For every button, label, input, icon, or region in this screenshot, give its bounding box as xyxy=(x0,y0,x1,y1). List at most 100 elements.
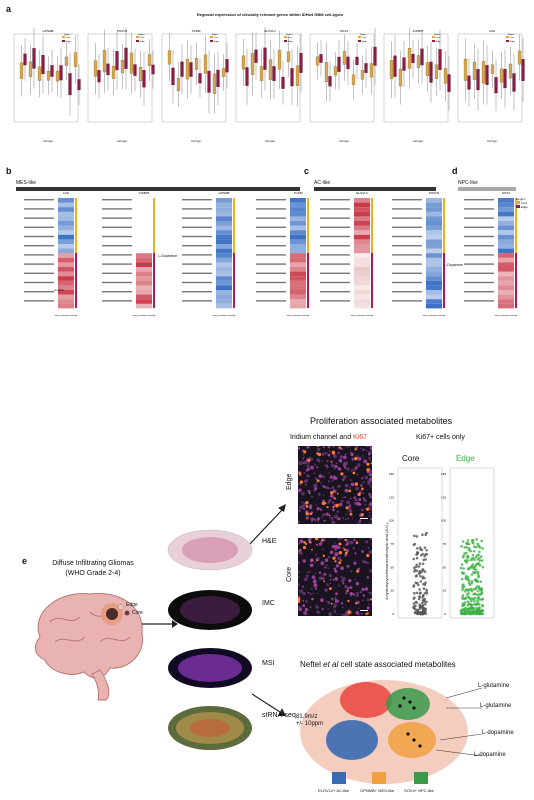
imc-cell xyxy=(302,457,304,460)
heatmap-cell xyxy=(136,198,152,203)
panel-d-bar xyxy=(458,187,516,191)
imc-cell xyxy=(302,591,306,596)
imc-cell xyxy=(334,552,339,557)
imc-cell xyxy=(327,454,330,457)
strip-point-core xyxy=(415,563,418,567)
row-label-placeholder xyxy=(256,235,286,238)
heatmap-cell xyxy=(426,299,442,304)
strip-point-edge xyxy=(471,563,475,566)
imc-cell xyxy=(333,454,337,459)
boxplot-box xyxy=(512,73,516,92)
heatmap-cell xyxy=(354,271,370,277)
heatmap-cell xyxy=(58,294,74,300)
imc-cell xyxy=(369,470,371,473)
imc-ki67-cell xyxy=(307,458,311,462)
strip-point-core xyxy=(422,582,425,586)
imc-ki67-cell xyxy=(305,501,309,505)
imc-cell xyxy=(343,462,347,466)
imc-cell xyxy=(330,488,332,490)
heatmap-cell xyxy=(216,207,232,212)
row-label-placeholder xyxy=(320,217,350,219)
heatmap-cell xyxy=(290,211,306,217)
strip-point-core xyxy=(419,580,423,583)
legend-title: Region xyxy=(516,197,526,201)
heatmap-cell xyxy=(216,248,232,254)
strip-point-edge xyxy=(467,548,471,552)
strip-point-core xyxy=(415,591,419,595)
boxplot-box xyxy=(268,59,273,80)
heatmap-gene-title: ELOVL2 xyxy=(356,191,368,195)
strip-point-edge xyxy=(474,568,478,571)
heatmap-cell xyxy=(498,276,514,281)
boxplot-box xyxy=(438,49,442,71)
heatmap-cell xyxy=(216,221,232,226)
heatmap-cell xyxy=(354,248,370,254)
strip-point-core xyxy=(418,595,421,598)
imc-cell xyxy=(311,520,313,522)
strip-point-edge xyxy=(464,590,467,593)
imc-cell xyxy=(337,613,339,615)
imc-cell xyxy=(356,455,359,458)
edge-label: Edge xyxy=(126,602,138,608)
imc-cell xyxy=(362,594,365,597)
legend-core-swatch xyxy=(62,36,65,38)
boxplot-box xyxy=(194,58,199,70)
imc-cell xyxy=(326,564,328,567)
row-label-placeholder xyxy=(256,263,286,265)
boxplot-box xyxy=(295,65,300,86)
heatmap-cell xyxy=(290,299,306,304)
region-bar-core xyxy=(515,198,517,253)
row-label-placeholder xyxy=(392,217,422,219)
col-edge-label: Edge xyxy=(456,454,475,463)
imc-ki67-cell xyxy=(354,602,358,605)
legend-ac: ELOVL2+ AC-like xyxy=(318,788,350,793)
boxplot-box xyxy=(517,50,522,65)
legend-title: Region xyxy=(138,34,144,36)
row-label-placeholder xyxy=(320,254,350,256)
imc-cell xyxy=(329,517,331,519)
boxplot-xlabel: Cell type xyxy=(339,140,349,143)
imc-ki67-cell xyxy=(361,487,364,491)
strip-point-core xyxy=(413,606,416,610)
strip-point-edge xyxy=(464,608,468,611)
panel-d-legend: Region Core Edge xyxy=(516,197,528,209)
heatmap-footer: mvd_zoverlap zoverlap xyxy=(133,314,156,317)
row-label-placeholder xyxy=(256,217,286,219)
imc-cell xyxy=(309,571,312,573)
strip-point-core xyxy=(419,605,422,608)
strip-point-edge xyxy=(476,593,480,597)
boxplot-box xyxy=(398,68,403,87)
imc-cell xyxy=(355,486,359,491)
heatmap-footer: mvd_zoverlap zoverlap xyxy=(495,314,518,317)
strip-point-core xyxy=(415,565,418,569)
legend-title: Region xyxy=(360,34,366,36)
imc-cell xyxy=(316,517,320,521)
imc-cell xyxy=(318,576,322,580)
imc-cell xyxy=(326,486,329,490)
imc-cell xyxy=(327,555,331,559)
boxplot-box xyxy=(389,60,394,79)
imc-ki67-cell xyxy=(347,610,351,615)
imc-cell xyxy=(340,576,343,578)
strip-point-edge xyxy=(460,577,464,581)
boxplot-box xyxy=(485,65,489,85)
row-label-placeholder xyxy=(182,199,212,201)
heatmap-cell xyxy=(426,234,442,240)
boxplot-box xyxy=(277,50,282,70)
imc-cell xyxy=(349,479,352,482)
imc-cell xyxy=(344,518,347,520)
imc-ki67-cell xyxy=(333,497,336,500)
imc-ki67-cell xyxy=(354,448,357,451)
imc-cell xyxy=(356,502,358,505)
strip-point-edge xyxy=(463,597,467,600)
imc-cell xyxy=(367,504,369,506)
imc-cell xyxy=(298,489,301,493)
legend-edge-swatch xyxy=(284,40,287,42)
heatmap-cell xyxy=(58,290,74,295)
strip-point-edge xyxy=(465,542,468,546)
legend-edge: Edge xyxy=(510,41,516,43)
boxplot-box xyxy=(342,51,347,65)
strip-point-edge xyxy=(474,579,478,582)
imc-cell xyxy=(335,592,338,596)
imc-cell xyxy=(339,459,343,463)
